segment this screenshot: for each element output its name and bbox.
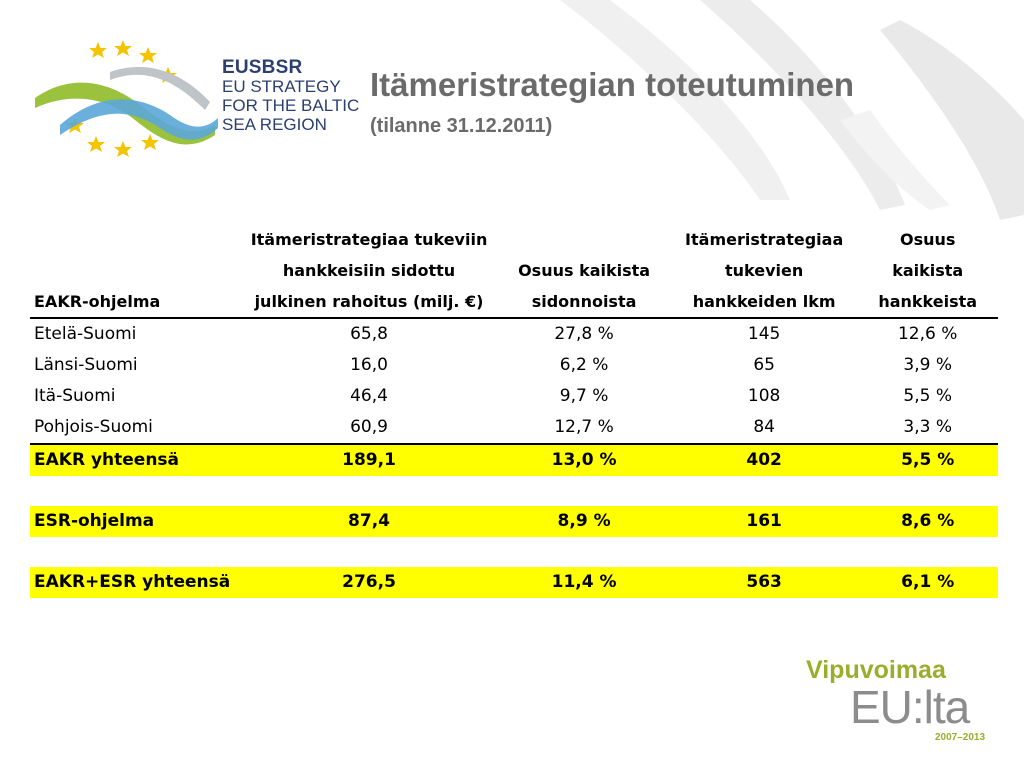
- footer-logo-eulta: EU:lta: [850, 681, 970, 733]
- logo-acronym: EUSBSR: [222, 57, 303, 78]
- page-title: Itämeristrategian toteutuminen: [370, 66, 855, 103]
- grey-wave-icon: [110, 66, 210, 110]
- cell-share-projects: 8,6 %: [857, 506, 998, 537]
- cell-project-count: 84: [753, 417, 775, 437]
- blue-wave-icon: [60, 99, 218, 140]
- cell-funding: 189,1: [240, 443, 498, 476]
- cell-share-projects: 6,1 %: [857, 567, 998, 598]
- cell-share-commitments: 12,7 %: [554, 417, 614, 437]
- cell-region: Pohjois-Suomi: [34, 417, 153, 437]
- cell-funding: 276,5: [240, 567, 498, 598]
- cell-funding: 65,8: [350, 324, 388, 344]
- table-row: Pohjois-Suomi 60,9 12,7 % 84 3,3 %: [30, 412, 998, 444]
- header-share-commitments: Osuus kaikista sidonnoista: [497, 224, 671, 319]
- table-row: Länsi-Suomi 16,0 6,2 % 65 3,9 %: [30, 350, 998, 381]
- cell-share-commitments: 6,2 %: [559, 355, 609, 375]
- cell-project-count: 108: [747, 386, 781, 406]
- logo-line-3: SEA REGION: [222, 115, 327, 134]
- cell-project-count: 161: [670, 506, 858, 537]
- footer-logo-years: 2007–2013: [935, 732, 986, 743]
- esr-row: ESR-ohjelma 87,4 8,9 % 161 8,6 %: [30, 506, 998, 537]
- cell-funding: 60,9: [350, 417, 388, 437]
- cell-region: Itä-Suomi: [34, 386, 116, 406]
- cell-share-commitments: 27,8 %: [554, 324, 614, 344]
- table-header-row: EAKR-ohjelma Itämeristrategiaa tukeviin …: [30, 224, 998, 319]
- footer-logo-tagline: Vipuvoimaa: [806, 656, 946, 684]
- eusbsr-logo-text: EUSBSR EU STRATEGY FOR THE BALTIC SEA RE…: [222, 58, 359, 134]
- cell-share-projects: 3,3 %: [903, 417, 952, 437]
- header-funding: Itämeristrategiaa tukeviin hankkeisiin s…: [240, 224, 498, 319]
- cell-project-count: 145: [747, 324, 781, 344]
- cell-project-count: 563: [670, 567, 858, 598]
- cell-funding: 46,4: [350, 386, 388, 406]
- table-row: Itä-Suomi 46,4 9,7 % 108 5,5 %: [30, 381, 998, 412]
- cell-label: ESR-ohjelma: [30, 506, 241, 537]
- cell-share-projects: 5,5 %: [903, 386, 952, 406]
- eusbsr-logo: [35, 40, 218, 157]
- cell-share-commitments: 11,4 %: [497, 567, 671, 598]
- spacer-row: [30, 537, 998, 567]
- spacer-row: [30, 476, 998, 506]
- total-eakr-row: EAKR yhteensä 189,1 13,0 % 402 5,5 %: [30, 443, 998, 476]
- header-share-projects: Osuus kaikista hankkeista: [857, 224, 998, 319]
- total-all-row: EAKR+ESR yhteensä 276,5 11,4 % 563 6,1 %: [30, 567, 998, 598]
- cell-share-projects: 12,6 %: [897, 324, 958, 344]
- strategy-table: EAKR-ohjelma Itämeristrategiaa tukeviin …: [30, 224, 998, 598]
- logo-line-2: FOR THE BALTIC: [222, 96, 360, 115]
- header-program: EAKR-ohjelma: [30, 224, 241, 319]
- cell-project-count: 65: [753, 355, 775, 375]
- cell-project-count: 402: [670, 443, 858, 476]
- table-row: Etelä-Suomi 65,8 27,8 % 145 12,6 %: [30, 318, 998, 350]
- cell-share-commitments: 9,7 %: [559, 386, 609, 406]
- cell-region: Länsi-Suomi: [34, 355, 138, 375]
- cell-share-projects: 3,9 %: [903, 355, 952, 375]
- cell-label: EAKR yhteensä: [30, 443, 241, 476]
- cell-share-projects: 5,5 %: [857, 443, 998, 476]
- cell-funding: 16,0: [350, 355, 388, 375]
- cell-label: EAKR+ESR yhteensä: [30, 567, 241, 598]
- logo-line-1: EU STRATEGY: [222, 77, 341, 96]
- cell-funding: 87,4: [240, 506, 498, 537]
- cell-share-commitments: 8,9 %: [497, 506, 671, 537]
- cell-share-commitments: 13,0 %: [497, 443, 671, 476]
- cell-region: Etelä-Suomi: [34, 324, 137, 344]
- page-subtitle: (tilanne 31.12.2011): [370, 115, 553, 137]
- header-project-count: Itämeristrategiaa tukevien hankkeiden lk…: [670, 224, 858, 319]
